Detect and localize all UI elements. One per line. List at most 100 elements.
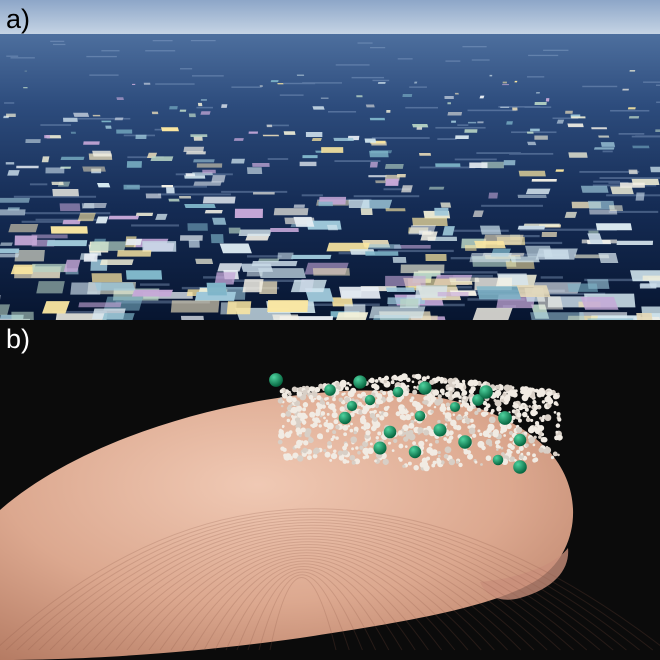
white-bead bbox=[516, 412, 522, 418]
ripple bbox=[519, 228, 617, 231]
white-bead bbox=[316, 395, 322, 401]
white-bead bbox=[357, 450, 361, 455]
white-bead bbox=[436, 378, 440, 382]
white-bead bbox=[429, 379, 435, 385]
plastic-piece bbox=[116, 97, 124, 100]
ridge bbox=[181, 555, 443, 651]
white-bead bbox=[421, 376, 427, 382]
white-bead bbox=[405, 410, 409, 414]
white-bead bbox=[525, 417, 531, 423]
green-bead bbox=[498, 411, 512, 425]
plastic-piece bbox=[293, 216, 315, 227]
white-bead bbox=[432, 391, 435, 394]
white-bead bbox=[531, 403, 539, 411]
plastic-piece bbox=[531, 178, 557, 182]
white-bead bbox=[341, 392, 345, 396]
white-bead bbox=[441, 392, 445, 396]
plastic-piece bbox=[545, 98, 550, 102]
white-bead bbox=[509, 456, 516, 462]
ridge bbox=[203, 560, 416, 651]
white-bead bbox=[482, 400, 488, 406]
white-bead bbox=[306, 455, 312, 461]
white-bead bbox=[296, 439, 303, 447]
white-bead bbox=[393, 438, 398, 444]
plastic-piece bbox=[595, 223, 633, 231]
white-bead bbox=[414, 419, 417, 422]
plastic-piece bbox=[622, 88, 629, 91]
white-bead bbox=[557, 453, 560, 457]
plastic-piece bbox=[512, 107, 518, 111]
white-bead bbox=[407, 461, 412, 466]
plastic-piece bbox=[435, 163, 461, 167]
plastic-piece bbox=[600, 142, 616, 147]
ripple bbox=[24, 212, 111, 215]
plastic-piece bbox=[267, 300, 309, 313]
plastic-piece bbox=[101, 120, 112, 123]
white-bead bbox=[377, 431, 382, 436]
plastic-piece bbox=[386, 110, 391, 113]
plastic-piece bbox=[228, 227, 241, 234]
plastic-piece bbox=[211, 175, 226, 183]
white-bead bbox=[430, 410, 434, 414]
white-bead bbox=[542, 437, 548, 443]
white-bead bbox=[485, 455, 492, 461]
ripple bbox=[618, 133, 645, 135]
white-bead bbox=[496, 406, 502, 412]
white-bead bbox=[426, 393, 433, 400]
white-bead bbox=[520, 452, 524, 456]
ripple bbox=[334, 160, 381, 162]
plastic-piece bbox=[155, 213, 168, 220]
plastic-piece bbox=[420, 315, 438, 320]
white-bead bbox=[404, 445, 408, 448]
ripple bbox=[528, 54, 559, 57]
white-bead bbox=[281, 424, 285, 428]
white-bead bbox=[435, 439, 439, 444]
white-bead bbox=[500, 446, 504, 450]
white-bead bbox=[371, 383, 376, 389]
ridge bbox=[16, 513, 640, 651]
plastic-piece bbox=[369, 150, 389, 158]
white-bead bbox=[353, 430, 357, 435]
ripple bbox=[584, 278, 660, 282]
white-bead bbox=[398, 430, 403, 435]
plastic-piece bbox=[270, 80, 279, 83]
white-bead bbox=[360, 391, 367, 397]
white-bead bbox=[487, 423, 495, 431]
white-bead bbox=[314, 386, 321, 393]
plastic-piece bbox=[6, 113, 16, 117]
white-bead bbox=[524, 431, 528, 435]
plastic-piece bbox=[627, 107, 636, 110]
ridge bbox=[126, 541, 508, 651]
plastic-piece bbox=[402, 93, 413, 97]
plastic-piece bbox=[52, 188, 79, 197]
ridge bbox=[170, 552, 456, 651]
white-bead bbox=[313, 417, 320, 424]
white-bead bbox=[296, 429, 303, 436]
ripple bbox=[196, 106, 213, 109]
plastic-piece bbox=[469, 253, 512, 263]
white-bead bbox=[317, 403, 323, 410]
plastic-piece bbox=[360, 208, 373, 215]
white-bead bbox=[360, 404, 364, 408]
plastic-piece bbox=[89, 241, 127, 251]
white-bead bbox=[306, 428, 312, 433]
plastic-piece bbox=[400, 264, 445, 274]
green-bead bbox=[392, 386, 404, 398]
ripple bbox=[52, 310, 107, 314]
white-bead bbox=[329, 458, 333, 462]
plastic-piece bbox=[525, 188, 551, 195]
plastic-piece bbox=[299, 161, 317, 167]
ripple bbox=[152, 40, 173, 42]
plastic-piece bbox=[517, 194, 547, 199]
ripple bbox=[231, 86, 262, 88]
white-bead bbox=[413, 427, 417, 431]
white-bead bbox=[386, 396, 393, 403]
white-bead bbox=[312, 421, 318, 428]
white-bead bbox=[480, 463, 483, 466]
white-bead bbox=[510, 445, 515, 450]
white-bead bbox=[375, 436, 379, 440]
ripple bbox=[50, 40, 65, 42]
ripple bbox=[476, 152, 521, 154]
plastic-piece bbox=[587, 318, 634, 320]
white-bead bbox=[511, 386, 515, 389]
